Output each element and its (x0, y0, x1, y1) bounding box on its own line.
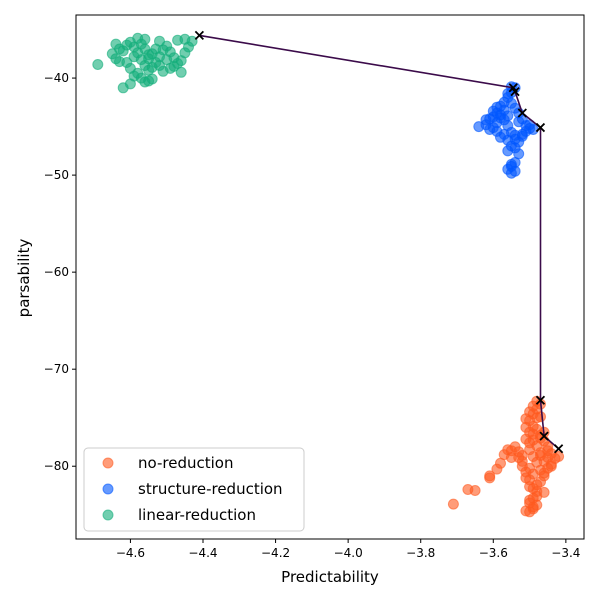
point-linear-reduction-51 (110, 38, 122, 50)
point-structure-reduction-40 (502, 145, 514, 157)
path-marker-6 (539, 431, 549, 441)
point-linear-reduction-25 (172, 34, 184, 46)
point-no-reduction-64 (505, 452, 517, 463)
point-no-reduction-67 (535, 411, 546, 423)
point-structure-reduction-39 (513, 148, 525, 160)
point-linear-reduction-49 (139, 43, 151, 55)
path-marker-5 (535, 395, 546, 405)
y-tick-label-2: −60 (44, 265, 69, 279)
y-axis-label: parsability (15, 239, 33, 318)
points-layer (92, 32, 565, 518)
point-structure-reduction-53 (491, 107, 503, 119)
point-no-reduction-0 (447, 498, 459, 510)
path-marker-7 (553, 444, 564, 454)
path-layer (194, 30, 564, 454)
legend-label-linear-reduction: linear-reduction (138, 506, 256, 524)
point-no-reduction-63 (516, 450, 528, 461)
path-marker-0 (194, 30, 205, 41)
point-no-reduction-69 (553, 451, 565, 462)
point-linear-reduction-42 (128, 51, 140, 63)
point-no-reduction-60 (545, 460, 557, 472)
legend: no-reduction structure-reduction linear-… (83, 447, 305, 532)
y-tick-label-1: −70 (44, 362, 69, 376)
x-tick-label-0: −4.6 (116, 546, 145, 560)
point-linear-reduction-34 (146, 73, 158, 85)
point-no-reduction-61 (531, 479, 543, 491)
point-no-reduction-66 (527, 400, 539, 412)
y-tick-label-3: −50 (44, 168, 69, 182)
point-no-reduction-71 (520, 421, 532, 433)
point-linear-reduction-43 (121, 57, 133, 68)
point-no-reduction-59 (538, 467, 550, 479)
y-tick-label-4: −40 (44, 71, 69, 85)
legend-marker-structure-reduction (102, 483, 114, 495)
y-ticks: −80 −70 −60 −50 −40 (44, 71, 76, 473)
point-no-reduction-4 (484, 470, 496, 482)
point-no-reduction-62 (524, 462, 536, 474)
legend-label-structure-reduction: structure-reduction (138, 480, 283, 498)
x-tick-label-5: −3.6 (479, 546, 508, 560)
x-ticks: −4.6 −4.4 −4.2 −4.0 −3.8 −3.6 −3.4 (116, 539, 580, 560)
point-linear-reduction-46 (175, 66, 187, 78)
x-tick-label-6: −3.4 (551, 546, 580, 560)
point-linear-reduction-45 (168, 60, 180, 72)
point-linear-reduction-53 (143, 53, 155, 65)
legend-label-no-reduction: no-reduction (138, 454, 233, 472)
point-no-reduction-76 (520, 505, 532, 517)
legend-marker-no-reduction (102, 457, 114, 469)
x-tick-label-1: −4.4 (188, 546, 217, 560)
point-linear-reduction-0 (92, 59, 104, 70)
point-no-reduction-68 (542, 445, 554, 457)
x-tick-label-2: −4.2 (261, 546, 290, 560)
point-no-reduction-74 (538, 486, 550, 498)
legend-box (83, 447, 305, 532)
path-marker-2 (510, 87, 520, 97)
x-tick-label-4: −3.8 (406, 546, 435, 560)
point-structure-reduction-50 (509, 129, 521, 141)
point-structure-reduction-43 (484, 124, 496, 135)
point-linear-reduction-48 (154, 60, 165, 71)
y-tick-label-0: −80 (44, 459, 69, 473)
path-marker-3 (517, 108, 527, 118)
point-no-reduction-2 (469, 485, 481, 496)
x-axis-label: Predictability (281, 568, 379, 586)
point-linear-reduction-44 (161, 54, 173, 66)
path-marker-4 (535, 122, 546, 133)
plot-frame (75, 14, 585, 540)
point-no-reduction-77 (527, 492, 539, 504)
x-tick-label-3: −4.0 (334, 546, 363, 560)
point-linear-reduction-52 (128, 70, 140, 82)
legend-marker-linear-reduction (102, 509, 114, 521)
